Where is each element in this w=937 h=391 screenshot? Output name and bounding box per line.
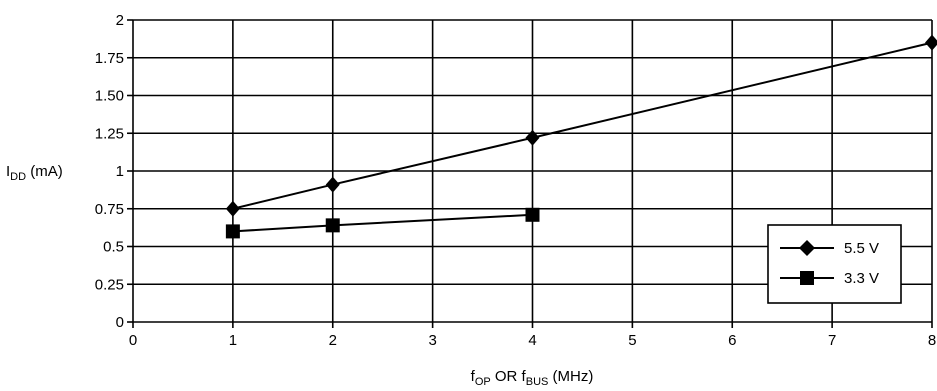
y-tick-label: 1.75 xyxy=(95,50,124,67)
legend-entry-5-5v: 5.5 V xyxy=(780,240,879,257)
series-line-0 xyxy=(232,41,933,210)
legend-label-5-5v: 5.5 V xyxy=(844,240,879,257)
legend-marker-square xyxy=(800,271,814,285)
y-tick-label: 0.5 xyxy=(103,239,124,256)
legend-box xyxy=(767,224,902,304)
x-tick-label: 5 xyxy=(628,332,636,349)
x-axis-label: fOP OR fBUS (MHz) xyxy=(471,368,594,388)
data-point-diamond xyxy=(225,200,240,217)
x-tick-label: 3 xyxy=(428,332,436,349)
y-axis-label: IDD (mA) xyxy=(6,163,63,183)
x-tick-label: 1 xyxy=(229,332,237,349)
data-point-diamond xyxy=(325,176,340,193)
y-tick-labels: 0 0.25 0.5 0.75 1 1.25 1.50 1.75 2 xyxy=(95,12,124,331)
data-point-square xyxy=(325,218,340,233)
y-tick-label: 1 xyxy=(116,163,124,180)
series-group xyxy=(225,34,937,239)
y-tick-label: 1.25 xyxy=(95,125,124,142)
data-point-square xyxy=(225,224,240,239)
x-tick-labels: 0 1 2 3 4 5 6 7 8 xyxy=(129,332,936,349)
legend-label-3-3v: 3.3 V xyxy=(844,270,879,287)
x-tick-label: 2 xyxy=(329,332,337,349)
data-point-diamond xyxy=(525,129,540,146)
x-tick-label: 6 xyxy=(728,332,736,349)
legend-marker-diamond xyxy=(799,240,815,256)
x-tick-label: 0 xyxy=(129,332,137,349)
x-tick-label: 4 xyxy=(528,332,536,349)
y-tick-label: 0.25 xyxy=(95,276,124,293)
legend: 5.5 V 3.3 V xyxy=(767,224,902,304)
y-tick-label: 2 xyxy=(116,12,124,29)
data-point-square xyxy=(525,207,540,222)
y-tick-label: 0 xyxy=(116,314,124,331)
series-line-1 xyxy=(232,213,533,233)
axes xyxy=(127,19,933,328)
y-tick-label: 1.50 xyxy=(95,88,124,105)
x-tick-label: 7 xyxy=(828,332,836,349)
x-tick-label: 8 xyxy=(928,332,936,349)
y-tick-label: 0.75 xyxy=(95,201,124,218)
data-point-diamond xyxy=(925,34,937,51)
legend-entry-3-3v: 3.3 V xyxy=(780,270,879,287)
